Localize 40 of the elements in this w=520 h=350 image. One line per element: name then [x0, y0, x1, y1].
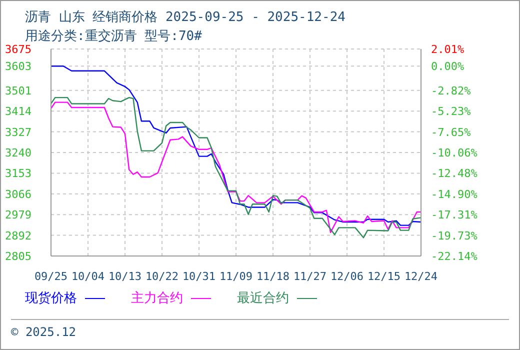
- y-tick-label: 3153: [5, 167, 32, 180]
- x-tick-label: 11/09: [219, 270, 253, 283]
- x-tick-label: 12/06: [330, 270, 364, 283]
- y2-tick-label: -2.82%: [431, 84, 472, 98]
- x-tick-label: 09/25: [34, 270, 68, 283]
- x-tick-label: 10/04: [71, 270, 105, 283]
- x-tick-label: 11/18: [256, 270, 290, 283]
- chart-title: 沥青 山东 经销商价格 2025-09-25 - 2025-12-24: [25, 9, 346, 26]
- y-tick-label: 3066: [5, 188, 32, 201]
- y-tick-label: 3603: [5, 60, 32, 74]
- legend-label: 现货价格: [25, 290, 77, 307]
- y-tick-label: 3240: [5, 146, 32, 160]
- text: © 2025.12: [11, 325, 76, 339]
- y2-tick-label: -10.06%: [431, 146, 478, 160]
- y-tick-label: 3675: [5, 43, 32, 56]
- chart-subtitle: 用途分类:重交沥青 型号:70#: [25, 28, 202, 44]
- y2-tick-label: -22.14%: [431, 250, 478, 263]
- y2-tick-label: -7.65%: [431, 126, 472, 139]
- y-tick-label: 3414: [5, 105, 32, 118]
- y2-tick-label: -19.73%: [431, 229, 478, 242]
- y-tick-label: 3327: [5, 126, 32, 139]
- y2-tick-label: -17.31%: [431, 208, 478, 222]
- x-tick-label: 11/27: [293, 270, 327, 283]
- y2-tick-label: 2.01%: [431, 43, 464, 56]
- legend-label: 主力合约: [131, 290, 183, 307]
- x-tick-label: 12/24: [404, 270, 438, 283]
- y-tick-label: 3501: [5, 84, 32, 98]
- x-tick-label: 10/13: [108, 270, 142, 283]
- y-tick-label: 2892: [5, 229, 32, 242]
- y-tick-label: 2979: [5, 208, 32, 222]
- x-tick-label: 10/31: [182, 270, 216, 283]
- y2-tick-label: -12.48%: [431, 167, 478, 180]
- legend-label: 最近合约: [237, 290, 289, 307]
- y2-tick-label: 0.00%: [431, 60, 464, 74]
- y2-tick-label: -5.23%: [431, 105, 472, 118]
- line-series: [51, 66, 421, 226]
- y-tick-label: 2805: [5, 250, 32, 263]
- y2-tick-label: -14.90%: [431, 188, 478, 201]
- x-tick-label: 12/15: [367, 270, 401, 283]
- x-tick-label: 10/22: [145, 270, 179, 283]
